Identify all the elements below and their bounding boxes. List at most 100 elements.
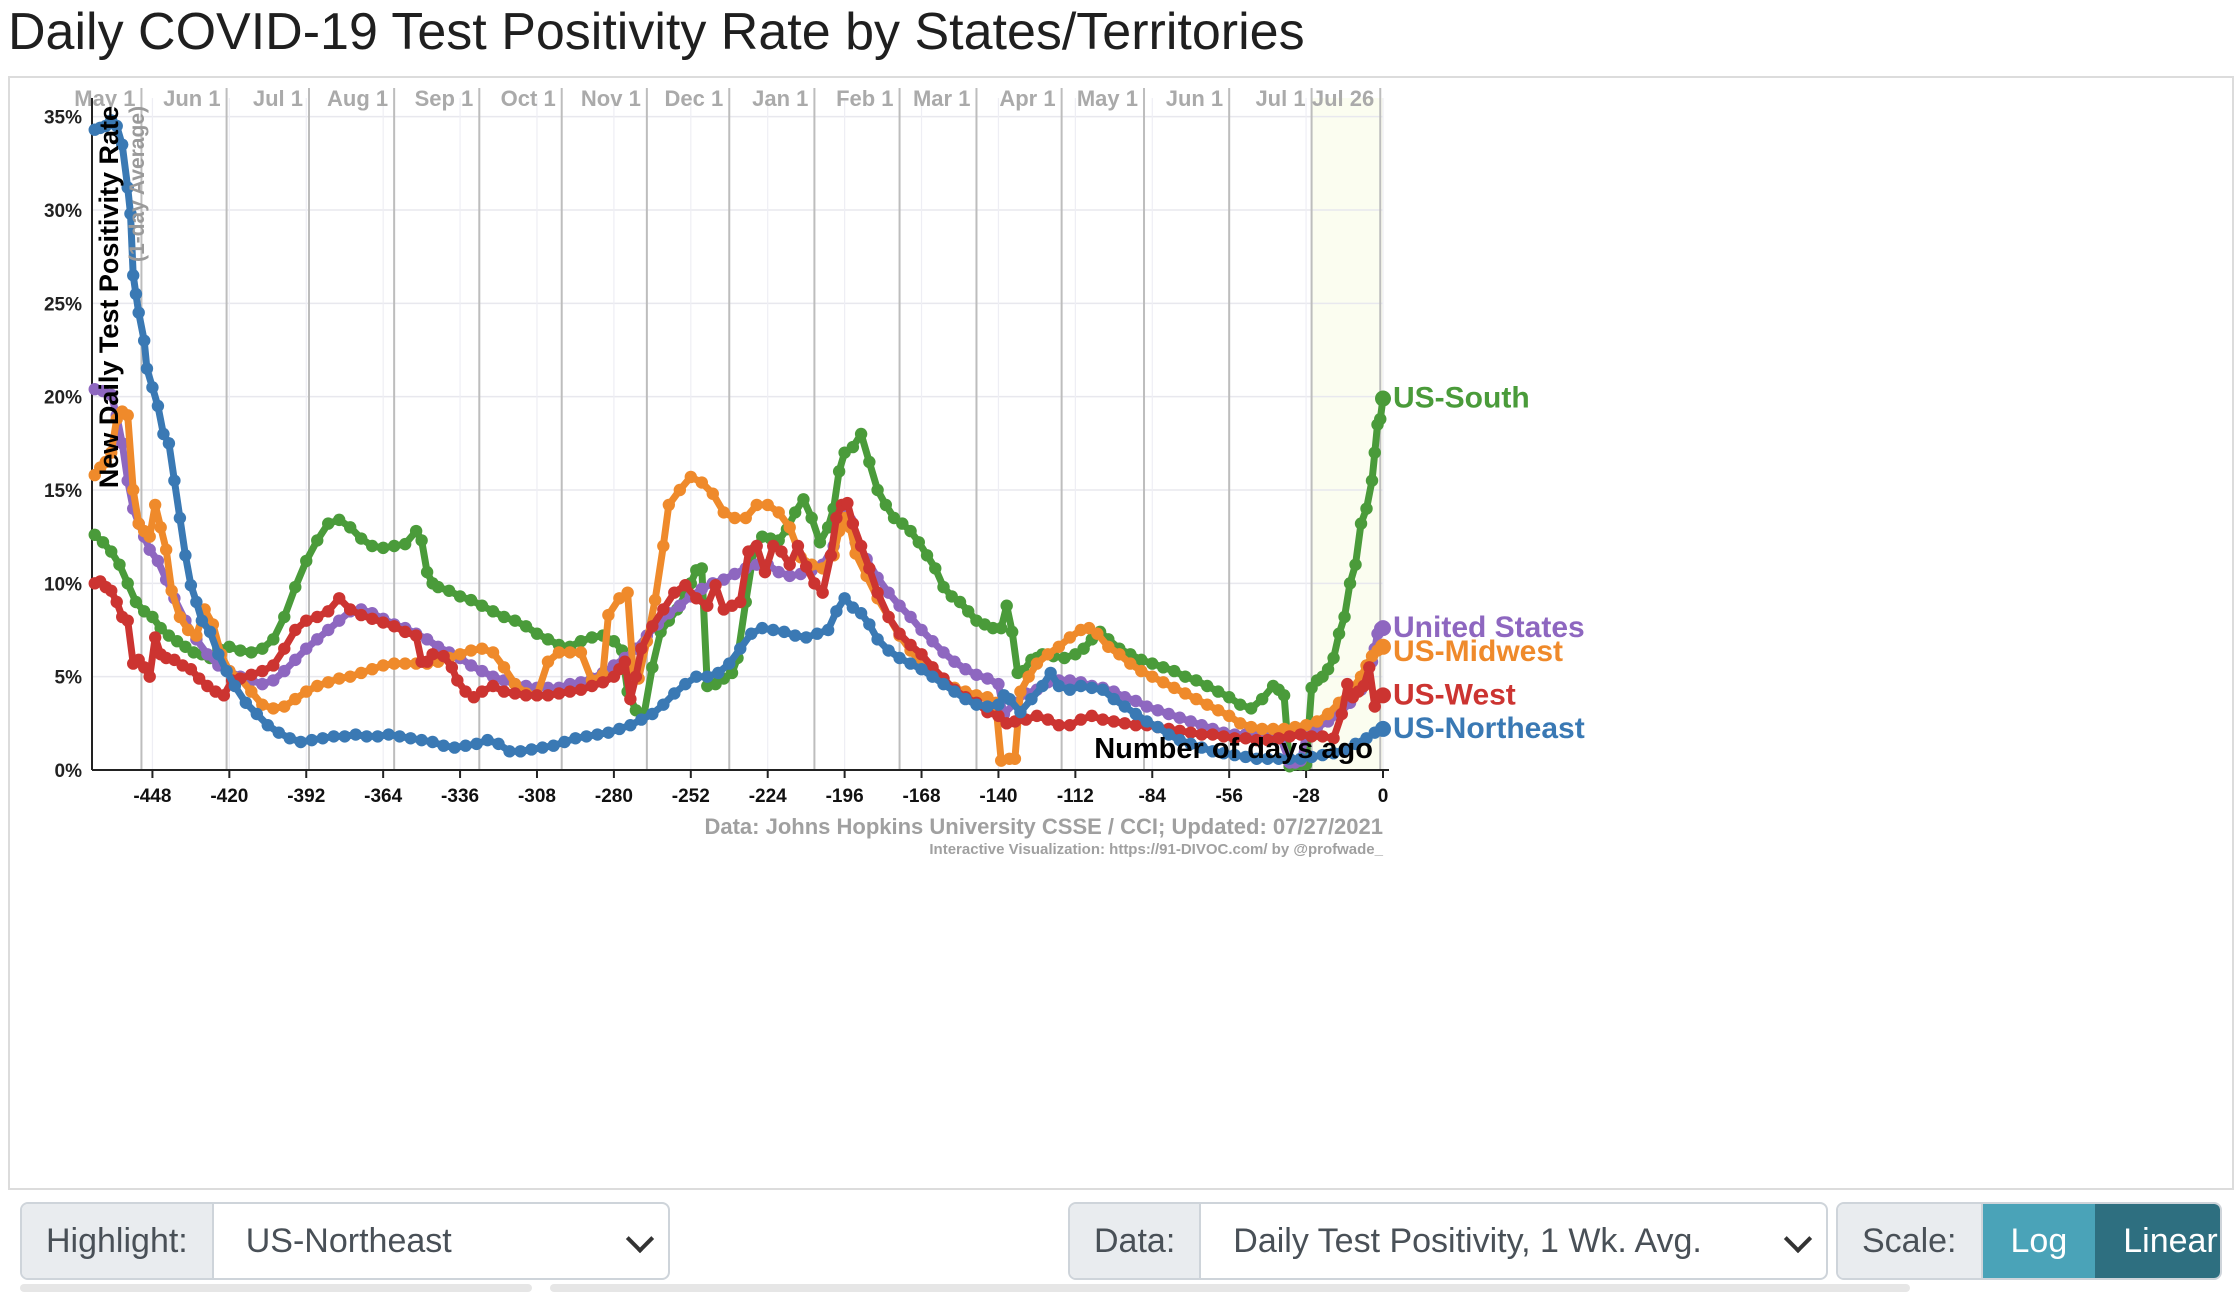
data-point bbox=[420, 633, 434, 646]
data-point bbox=[613, 722, 626, 736]
data-point bbox=[508, 677, 522, 691]
data-point bbox=[1184, 737, 1197, 751]
data-point bbox=[184, 663, 198, 676]
data-point bbox=[1341, 677, 1354, 691]
data-point bbox=[110, 595, 123, 609]
data-point bbox=[1058, 651, 1071, 665]
data-point bbox=[1283, 752, 1296, 765]
data-point bbox=[486, 679, 500, 693]
data-point bbox=[690, 670, 703, 683]
data-point bbox=[1316, 748, 1329, 762]
data-point bbox=[734, 595, 747, 609]
data-point bbox=[121, 577, 134, 590]
data-point bbox=[563, 685, 577, 698]
data-point bbox=[184, 579, 198, 592]
data-point bbox=[1255, 692, 1269, 706]
data-point bbox=[387, 539, 401, 553]
y-tick-label: 0% bbox=[55, 761, 83, 782]
data-point bbox=[657, 603, 670, 616]
data-point bbox=[1135, 664, 1148, 678]
x-tick-label: 0 bbox=[1378, 786, 1389, 807]
data-point bbox=[322, 623, 335, 637]
data-point bbox=[673, 599, 687, 612]
data-point bbox=[431, 580, 445, 594]
data-point bbox=[830, 511, 843, 525]
data-point bbox=[959, 692, 972, 706]
data-point bbox=[1118, 700, 1132, 713]
scale-log-button[interactable]: Log bbox=[1982, 1204, 2096, 1278]
data-point bbox=[272, 726, 285, 739]
y-tick-label: 30% bbox=[44, 201, 82, 222]
data-point bbox=[541, 655, 555, 668]
data-point bbox=[788, 506, 802, 519]
data-point bbox=[1250, 752, 1263, 765]
data-point bbox=[322, 676, 335, 689]
data-point bbox=[376, 616, 390, 629]
data-point bbox=[354, 666, 368, 680]
data-point bbox=[437, 739, 450, 752]
y-tick-label: 35% bbox=[44, 108, 82, 129]
x-tick-label: -56 bbox=[1215, 786, 1242, 807]
data-point bbox=[1250, 733, 1263, 747]
highlight-select[interactable]: US-Northeast bbox=[214, 1204, 668, 1278]
data-point bbox=[970, 668, 983, 681]
data-point bbox=[398, 625, 412, 639]
highlight-select-value: US-Northeast bbox=[245, 1221, 452, 1260]
scale-linear-button[interactable]: Linear bbox=[2095, 1204, 2220, 1278]
data-point bbox=[300, 614, 313, 627]
data-point bbox=[1003, 692, 1016, 706]
data-point bbox=[635, 642, 648, 655]
data-point bbox=[376, 659, 390, 672]
series-end-marker bbox=[1375, 687, 1391, 704]
month-marker-label: Aug 1 bbox=[327, 86, 388, 111]
data-point bbox=[808, 577, 821, 590]
data-select[interactable]: Daily Test Positivity, 1 Wk. Avg. bbox=[1201, 1204, 1826, 1278]
data-point bbox=[508, 687, 522, 700]
data-point bbox=[1184, 715, 1197, 728]
data-point bbox=[1222, 691, 1236, 704]
data-point bbox=[497, 661, 511, 674]
data-point bbox=[750, 498, 763, 512]
month-marker-label: Jun 1 bbox=[1166, 86, 1223, 111]
data-point bbox=[105, 446, 118, 459]
data-point bbox=[88, 528, 101, 541]
data-point bbox=[1363, 661, 1376, 674]
data-point bbox=[750, 539, 763, 553]
data-point bbox=[695, 582, 708, 596]
data-point bbox=[1135, 653, 1148, 667]
highlight-group: Highlight: US-Northeast bbox=[20, 1202, 670, 1280]
data-point bbox=[1305, 750, 1318, 764]
data-point bbox=[783, 569, 796, 583]
data-point bbox=[1052, 679, 1066, 693]
x-tick-label: -280 bbox=[595, 786, 633, 807]
data-point bbox=[761, 498, 774, 512]
data-point bbox=[1077, 642, 1090, 655]
data-point bbox=[920, 549, 934, 562]
data-point bbox=[629, 670, 643, 683]
data-point bbox=[365, 612, 379, 625]
data-point bbox=[1239, 732, 1252, 745]
data-point bbox=[409, 524, 423, 538]
data-point bbox=[1074, 679, 1088, 693]
y-axis-subtitle: (1-day Average) bbox=[126, 106, 149, 262]
data-point bbox=[162, 437, 176, 450]
data-point bbox=[420, 565, 434, 579]
data-point bbox=[1272, 752, 1285, 765]
data-point bbox=[1266, 722, 1280, 736]
x-tick-label: -84 bbox=[1139, 786, 1167, 807]
data-point bbox=[127, 483, 140, 497]
data-point bbox=[382, 728, 395, 741]
data-point bbox=[717, 506, 730, 519]
data-point bbox=[824, 549, 838, 562]
data-point bbox=[1244, 702, 1258, 715]
data-point bbox=[1157, 661, 1170, 674]
chevron-down-icon bbox=[1783, 1224, 1813, 1254]
series-end-marker bbox=[1375, 720, 1391, 737]
data-point bbox=[1022, 670, 1035, 683]
data-point bbox=[322, 517, 335, 530]
data-point bbox=[574, 683, 588, 696]
data-point bbox=[151, 554, 165, 568]
data-point bbox=[344, 670, 357, 683]
data-point bbox=[1277, 689, 1291, 702]
data-point bbox=[124, 207, 137, 220]
